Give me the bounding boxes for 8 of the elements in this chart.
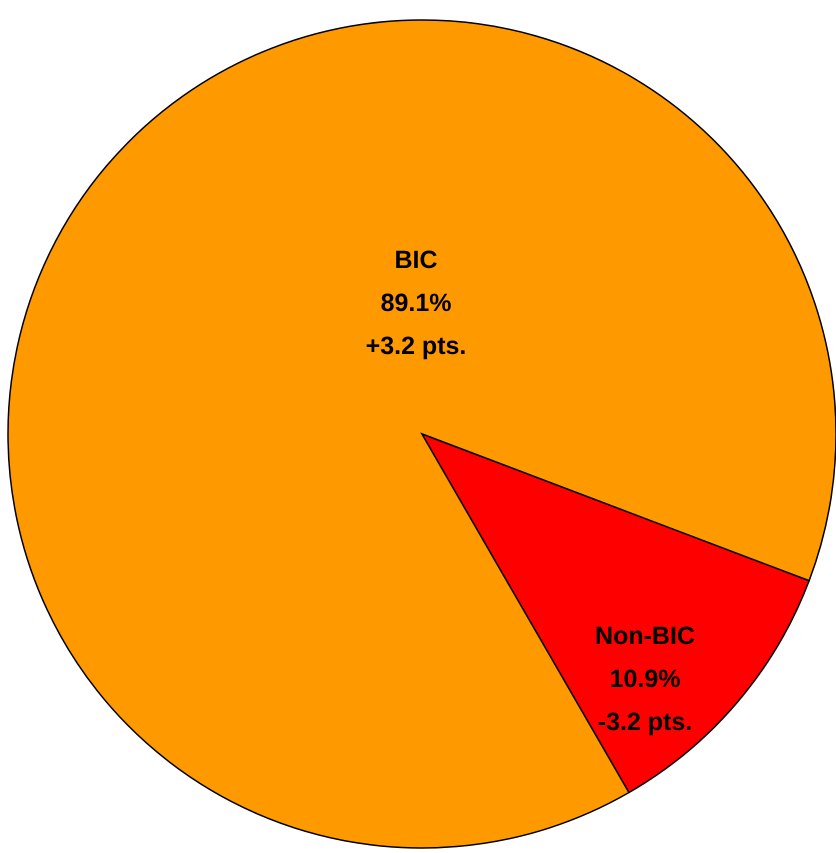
text: +3.2 pts. [366, 332, 466, 360]
pie-slice [8, 19, 836, 849]
slice-label: Non-BIC [595, 622, 695, 650]
data-label: 10.9% [610, 665, 680, 693]
text: -3.2 pts. [598, 708, 692, 736]
pie-slice [421, 433, 810, 794]
slice-label: BIC [394, 246, 438, 274]
data-label: 89.1% [380, 289, 452, 317]
